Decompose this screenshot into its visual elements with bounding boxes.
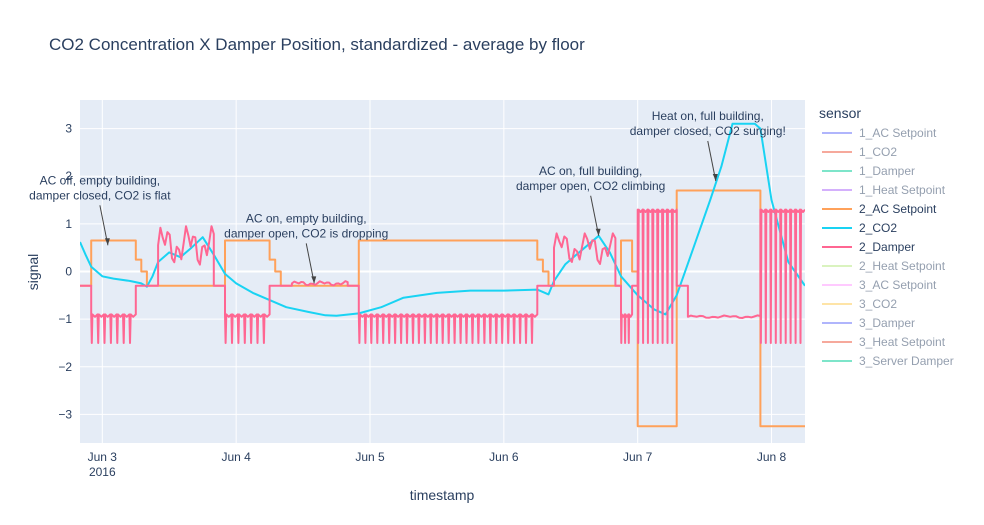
series-layer [80, 122, 805, 428]
legend-item-2-damper[interactable]: 2_Damper [822, 240, 915, 254]
series-line-2-damper [80, 208, 805, 344]
legend-label: 1_Heat Setpoint [859, 183, 946, 197]
y-axis-label: signal [25, 254, 41, 291]
legend-item-3-damper[interactable]: 3_Damper [822, 316, 915, 330]
annotation-text: damper closed, CO2 is flat [29, 188, 171, 202]
legend-item-2-heat-setpoint[interactable]: 2_Heat Setpoint [822, 259, 946, 273]
y-tick-label: 1 [65, 217, 72, 231]
x-axis-label: timestamp [410, 487, 475, 503]
legend-label: 2_Heat Setpoint [859, 259, 946, 273]
annotation-layer: AC off, empty building,damper closed, CO… [29, 109, 786, 284]
legend-item-1-ac-setpoint[interactable]: 1_AC Setpoint [822, 126, 937, 140]
legend-item-2-co2[interactable]: 2_CO2 [822, 221, 897, 235]
annotation-text: AC on, empty building, [246, 211, 367, 225]
legend-label: 2_CO2 [859, 221, 897, 235]
annotation-text: AC on, full building, [539, 164, 642, 178]
annotation-text: damper open, CO2 climbing [516, 179, 665, 193]
x-tick-label: Jun 4 [221, 450, 251, 464]
legend-item-1-damper[interactable]: 1_Damper [822, 164, 915, 178]
annotation-text: Heat on, full building, [652, 109, 764, 123]
annotation-arrowhead [595, 228, 601, 236]
y-tick-label: −1 [58, 312, 72, 326]
annotation-arrowhead [311, 276, 317, 284]
legend-item-3-ac-setpoint[interactable]: 3_AC Setpoint [822, 278, 937, 292]
legend-label: 3_Heat Setpoint [859, 335, 946, 349]
annotation-arrowhead [712, 173, 718, 181]
y-tick-label: −2 [58, 360, 72, 374]
legend-label: 1_AC Setpoint [859, 126, 937, 140]
annotation-arrowhead [104, 238, 110, 246]
annotation-text: AC off, empty building, [40, 173, 161, 187]
x-tick-label: Jun 3 [88, 450, 118, 464]
x-tick-label: Jun 8 [757, 450, 787, 464]
annotation-text: damper open, CO2 is dropping [224, 226, 388, 240]
x-tick-label: Jun 6 [489, 450, 519, 464]
legend-label: 3_Damper [859, 316, 915, 330]
legend-label: 3_CO2 [859, 297, 897, 311]
y-tick-label: 3 [65, 122, 72, 136]
legend-item-2-ac-setpoint[interactable]: 2_AC Setpoint [822, 202, 937, 216]
legend-label: 2_AC Setpoint [859, 202, 937, 216]
legend-item-1-co2[interactable]: 1_CO2 [822, 145, 897, 159]
y-tick-label: 0 [65, 265, 72, 279]
legend-label: 1_CO2 [859, 145, 897, 159]
y-tick-label: 2 [65, 169, 72, 183]
legend-label: 2_Damper [859, 240, 915, 254]
x-tick-label: Jun 5 [355, 450, 385, 464]
legend-item-3-co2[interactable]: 3_CO2 [822, 297, 897, 311]
series-line-2-co2 [80, 122, 805, 317]
legend-item-3-heat-setpoint[interactable]: 3_Heat Setpoint [822, 335, 946, 349]
legend-item-3-server-damper[interactable]: 3_Server Damper [822, 354, 954, 368]
y-tick-label: −3 [58, 407, 72, 421]
annotation-text: damper closed, CO2 surging! [630, 124, 786, 138]
legend-label: 3_AC Setpoint [859, 278, 937, 292]
chart-title: CO2 Concentration X Damper Position, sta… [49, 35, 585, 54]
legend-label: 3_Server Damper [859, 354, 954, 368]
legend: sensor 1_AC Setpoint 1_CO2 1_Damper 1_Heat … [819, 105, 954, 368]
legend-title: sensor [819, 105, 861, 121]
plot-area [80, 122, 805, 428]
legend-label: 1_Damper [859, 164, 915, 178]
x-tick-sublabel: 2016 [89, 465, 116, 479]
x-tick-label: Jun 7 [623, 450, 653, 464]
legend-item-1-heat-setpoint[interactable]: 1_Heat Setpoint [822, 183, 946, 197]
